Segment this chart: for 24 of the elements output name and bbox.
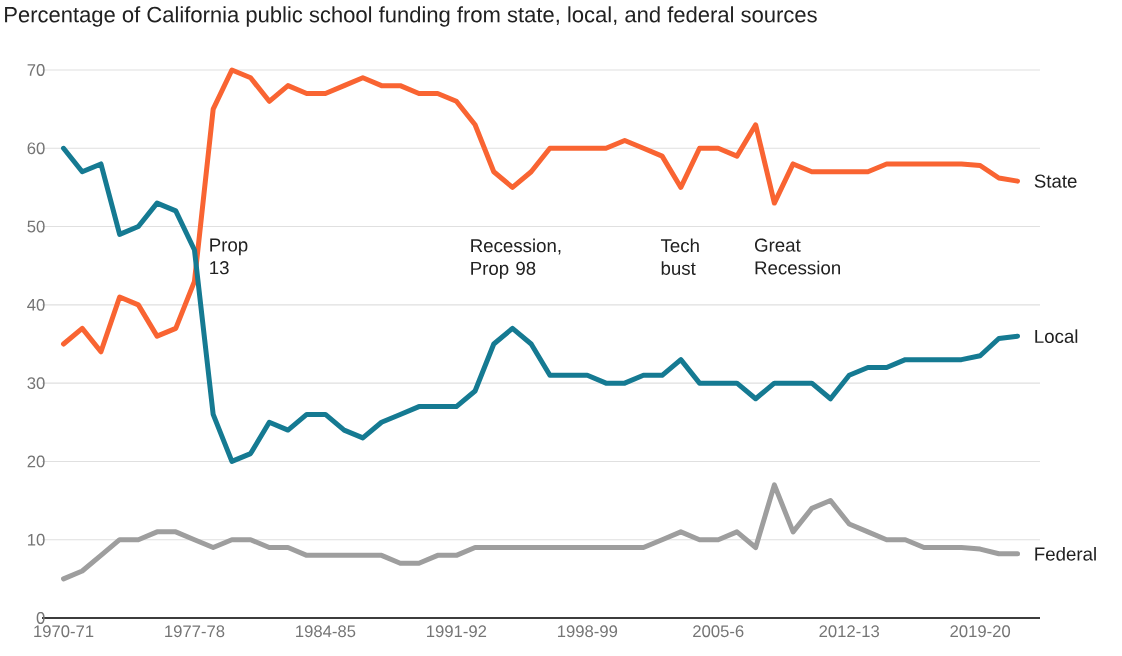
x-tick-label: 2005-6 <box>693 625 744 638</box>
annotation: Great Recession <box>755 238 840 275</box>
y-tick-label: 30 <box>27 377 45 390</box>
y-tick-label: 40 <box>27 298 45 311</box>
chart-title: Percentage of California public school funding from state, local, and federal sources <box>5 6 817 27</box>
y-tick-label: 60 <box>27 142 45 155</box>
y-tick-label: 0 <box>36 612 45 624</box>
x-tick-label: 1984-85 <box>296 625 356 638</box>
y-tick-label: 20 <box>27 455 45 468</box>
y-tick-label: 70 <box>27 64 45 76</box>
x-tick-label: 2012-13 <box>819 625 880 638</box>
y-tick-label: 10 <box>28 533 45 546</box>
series-label: Federal <box>1035 546 1096 561</box>
series-label: State <box>1034 174 1077 188</box>
annotation: Tech bust <box>660 238 699 275</box>
x-tick-label: 1970-71 <box>34 625 94 638</box>
x-tick-label: 2019-20 <box>950 625 1011 638</box>
series-label: Local <box>1035 329 1078 344</box>
x-tick-label: 1998-99 <box>558 625 618 638</box>
y-tick-label: 50 <box>27 220 45 233</box>
annotation: Prop 13 <box>210 238 248 275</box>
annotation: Recession, Prop 98 <box>471 238 561 279</box>
x-tick-label: 1991-92 <box>427 625 487 638</box>
x-tick-label: 1977-78 <box>165 625 225 638</box>
